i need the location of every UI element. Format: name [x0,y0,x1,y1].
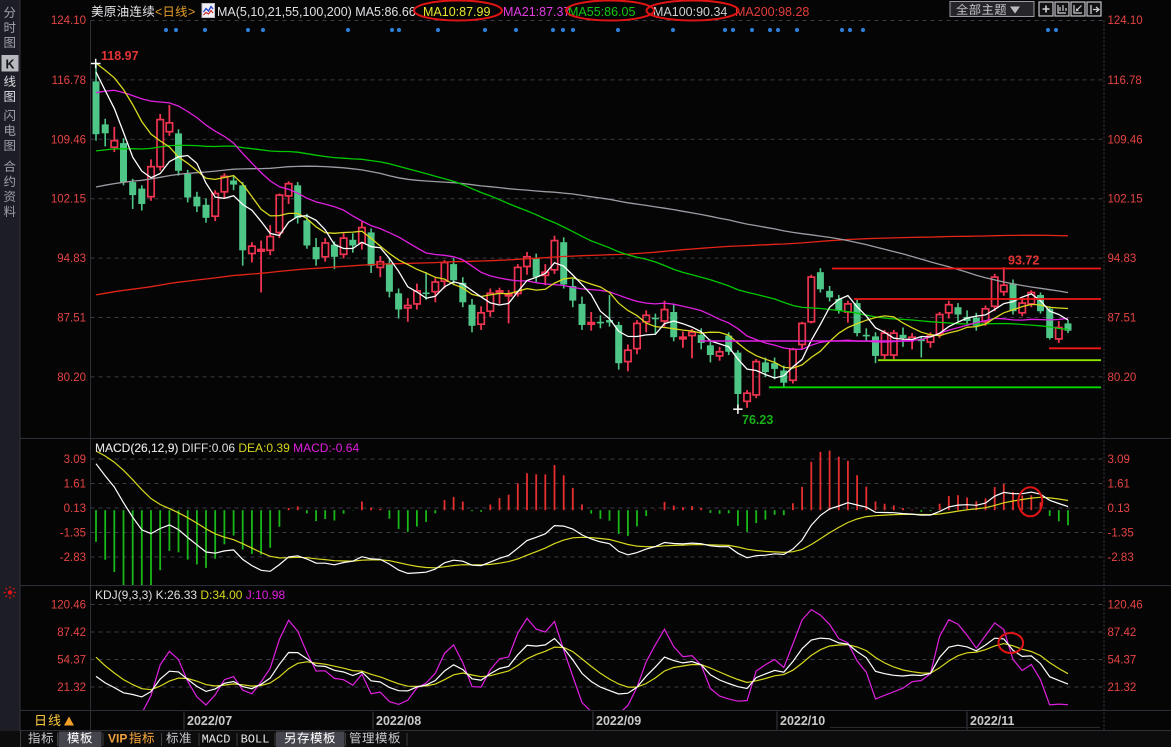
svg-text:MA21:87.37: MA21:87.37 [503,5,570,19]
svg-text:MACD(26,12,9) DIFF:0.06 DEA:: MACD(26,12,9) DIFF:0.06 DEA:0.39 MACD:-0… [95,441,359,455]
svg-text:-2.83: -2.83 [1108,552,1134,564]
svg-text:109.46: 109.46 [51,134,86,146]
svg-text:120.46: 120.46 [1108,600,1143,612]
svg-text:MA10:87.99: MA10:87.99 [423,5,490,19]
svg-text:94.83: 94.83 [1108,253,1137,265]
svg-text:2022/07: 2022/07 [187,714,232,728]
svg-text:<: < [155,5,162,19]
svg-text:KDJ(9,3,3) K:26.33 D:34.00: KDJ(9,3,3) K:26.33 D:34.00 J:10.98 [95,588,285,602]
svg-text:124.10: 124.10 [1108,15,1143,27]
svg-text:118.97: 118.97 [101,49,139,63]
svg-text:54.37: 54.37 [1108,655,1137,667]
svg-text:2022/08: 2022/08 [376,714,421,728]
svg-text:MA200:98.28: MA200:98.28 [735,5,809,19]
svg-text:BOLL: BOLL [241,733,270,747]
svg-text:80.20: 80.20 [57,372,86,384]
svg-text:80.20: 80.20 [1108,372,1137,384]
svg-text:0.13: 0.13 [1108,503,1130,515]
svg-text:VIP: VIP [108,732,127,746]
svg-text:54.37: 54.37 [57,655,86,667]
svg-text:102.15: 102.15 [1108,194,1143,206]
svg-text:87.51: 87.51 [57,313,86,325]
svg-text:-1.35: -1.35 [1108,528,1134,540]
svg-text:3.09: 3.09 [1108,454,1130,466]
svg-text:-2.83: -2.83 [60,552,86,564]
svg-text:1.61: 1.61 [1108,479,1130,491]
svg-text:124.10: 124.10 [51,15,86,27]
svg-text:93.72: 93.72 [1008,254,1039,268]
svg-text:21.32: 21.32 [57,682,86,694]
svg-text:K: K [5,58,14,72]
svg-text:116.78: 116.78 [52,75,86,87]
svg-text:-1.35: -1.35 [60,528,86,540]
svg-text:102.15: 102.15 [51,194,86,206]
svg-text:87.42: 87.42 [57,627,86,639]
svg-text:2022/11: 2022/11 [970,714,1015,728]
svg-text:MA100:90.34: MA100:90.34 [653,5,727,19]
svg-text:1.61: 1.61 [64,479,86,491]
svg-text:87.51: 87.51 [1108,313,1137,325]
svg-text:MACD(26,12,9): MACD(26,12,9) [95,441,178,455]
svg-text:87.42: 87.42 [1108,627,1137,639]
svg-text:MA(5,10,21,55,100,200) MA5:86: MA(5,10,21,55,100,200) MA5:86.66 [217,5,416,19]
svg-text:2022/10: 2022/10 [780,714,825,728]
svg-text:109.46: 109.46 [1108,134,1143,146]
svg-text:MACD: MACD [202,733,231,747]
svg-text:0.13: 0.13 [64,503,86,515]
svg-text:2022/09: 2022/09 [596,714,641,728]
svg-text:21.32: 21.32 [1108,682,1137,694]
svg-text:94.83: 94.83 [57,253,86,265]
svg-text:116.78: 116.78 [1108,75,1142,87]
svg-text:76.23: 76.23 [742,413,773,427]
svg-text:>: > [188,5,195,19]
svg-text:MA55:86.05: MA55:86.05 [568,5,635,19]
svg-text:3.09: 3.09 [64,454,86,466]
svg-text:120.46: 120.46 [51,600,86,612]
